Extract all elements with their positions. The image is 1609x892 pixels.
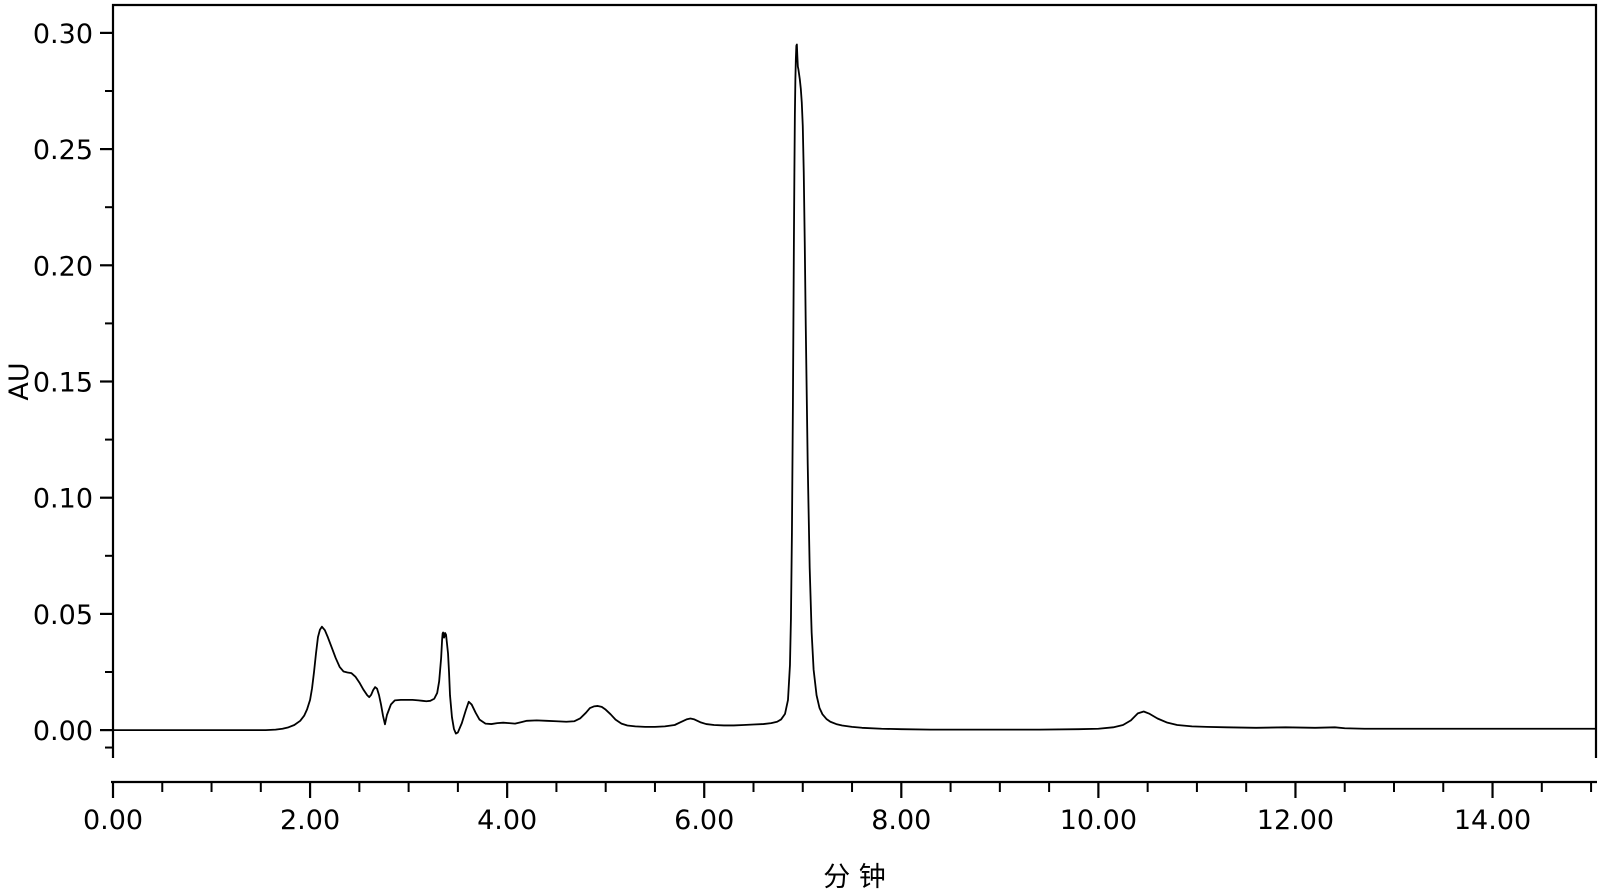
y-tick-label: 0.00 — [33, 716, 93, 747]
y-axis-tick-labels: 0.00 0.05 0.10 0.15 0.20 0.25 0.30 — [33, 19, 93, 747]
y-tick-label: 0.15 — [33, 368, 93, 399]
x-tick-label: 0.00 — [83, 805, 143, 836]
x-axis-ticks — [111, 782, 1593, 798]
x-tick-label: 14.00 — [1454, 805, 1531, 836]
y-tick-label: 0.10 — [33, 484, 93, 515]
y-tick-label: 0.30 — [33, 19, 93, 50]
x-tick-label: 10.00 — [1060, 805, 1137, 836]
y-tick-label: 0.05 — [33, 600, 93, 631]
y-tick-label: 0.20 — [33, 251, 93, 282]
y-axis-title: AU — [4, 362, 35, 400]
plot-frame — [111, 3, 1598, 758]
x-axis-title: 分 钟 — [823, 862, 886, 892]
x-axis-tick-labels: 0.00 2.00 4.00 6.00 8.00 10.00 12.00 14.00 — [83, 805, 1531, 836]
x-tick-label: 8.00 — [871, 805, 931, 836]
x-tick-label: 4.00 — [477, 805, 537, 836]
y-axis-ticks — [100, 31, 113, 749]
data-series-chromatogram — [112, 43, 1597, 735]
x-tick-label: 6.00 — [674, 805, 734, 836]
x-tick-label: 2.00 — [280, 805, 340, 836]
y-tick-label: 0.25 — [33, 135, 93, 166]
x-tick-label: 12.00 — [1257, 805, 1334, 836]
